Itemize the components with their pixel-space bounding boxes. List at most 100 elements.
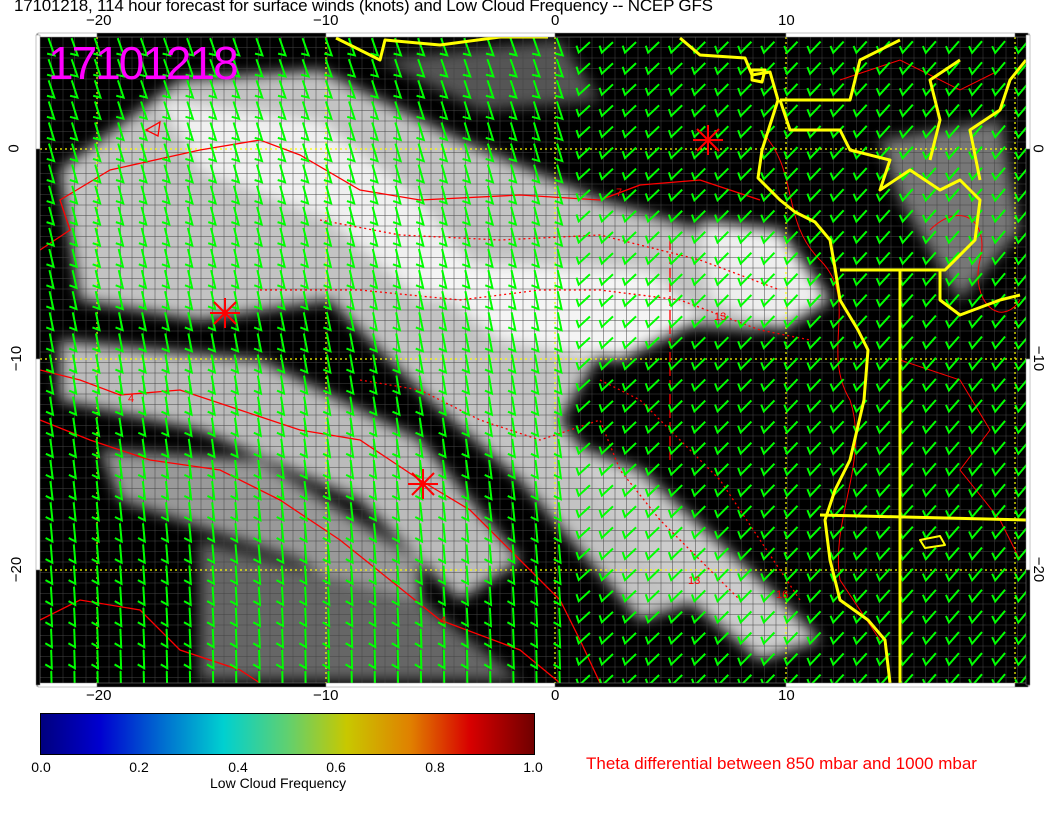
wind-barb <box>829 83 845 97</box>
wind-barb <box>461 375 471 396</box>
wind-barb <box>991 314 1006 329</box>
wind-barb <box>737 568 753 582</box>
wind-barb <box>945 314 960 329</box>
wind-barb <box>46 164 56 184</box>
wind-barb <box>644 336 660 350</box>
wind-barb <box>531 227 541 248</box>
wind-barb <box>667 336 683 350</box>
wind-barb <box>991 525 1006 540</box>
wind-barb <box>114 586 123 607</box>
wind-barb <box>714 188 730 203</box>
wind-barb <box>667 252 683 266</box>
wind-barb <box>737 336 753 350</box>
wind-barb <box>391 628 400 649</box>
wind-barb <box>415 438 424 459</box>
wind-barb <box>760 40 776 55</box>
wind-barb <box>806 315 822 329</box>
wind-barb <box>875 673 891 683</box>
wind-barbs <box>44 37 1026 683</box>
wind-barb <box>945 251 960 266</box>
wind-barb <box>139 37 149 57</box>
wind-barb <box>321 649 331 671</box>
wind-barb <box>392 185 402 205</box>
asterisk-marker <box>408 469 438 499</box>
wind-barb <box>531 290 540 311</box>
wind-barb <box>46 37 57 57</box>
contour-labels: 7 13 4 4 13 16 <box>128 187 788 627</box>
wind-barb <box>991 378 1006 393</box>
wind-barb <box>991 61 1006 76</box>
wind-barb <box>393 101 403 121</box>
wind-barb <box>115 269 125 290</box>
wind-barb <box>92 79 103 100</box>
wind-barb <box>161 248 171 269</box>
wind-barb <box>667 294 683 308</box>
wind-barb <box>806 167 822 182</box>
wind-barb <box>508 227 518 248</box>
wind-barb <box>575 421 591 435</box>
wind-barb <box>90 649 100 671</box>
wind-barb <box>485 227 495 248</box>
wind-barb <box>644 568 660 582</box>
wind-barb <box>852 631 868 646</box>
wind-barb <box>92 312 101 332</box>
wind-barb <box>137 438 147 459</box>
wind-barb <box>231 58 241 78</box>
wind-barb <box>621 41 637 55</box>
wind-barb <box>298 628 308 649</box>
wind-barb <box>898 146 914 161</box>
wind-barb <box>346 185 356 205</box>
wind-barb <box>483 565 493 586</box>
wind-barb <box>483 649 492 671</box>
wind-barb <box>300 185 310 205</box>
wind-barb <box>553 502 562 523</box>
wind-barb <box>254 79 264 100</box>
wind-barb <box>462 185 472 205</box>
wind-barb <box>161 396 170 417</box>
wind-barb <box>277 185 287 205</box>
wind-barb <box>829 230 845 245</box>
wind-barb <box>460 544 470 565</box>
wind-barb <box>230 269 240 290</box>
wind-barb <box>345 628 354 649</box>
wind-barb <box>875 610 891 625</box>
wind-barb <box>67 671 76 683</box>
wind-barb <box>737 41 753 55</box>
wind-barb <box>208 185 218 205</box>
wind-barb <box>598 125 614 139</box>
wind-barb <box>737 273 753 287</box>
wind-barb <box>322 523 331 544</box>
wind-barb <box>991 230 1006 245</box>
wind-barb <box>554 122 564 142</box>
wind-barb <box>714 378 730 393</box>
wind-barb <box>806 610 822 625</box>
wind-barb <box>138 227 148 248</box>
wind-barb <box>438 438 447 459</box>
wind-barb <box>921 378 937 393</box>
wind-barb <box>183 459 193 480</box>
wind-barb <box>276 312 286 332</box>
wind-barb <box>300 248 310 269</box>
wind-barb <box>138 185 148 205</box>
wind-barb <box>114 628 123 649</box>
wind-barb <box>921 357 937 372</box>
wind-barb <box>507 438 517 459</box>
wind-barb <box>1014 525 1026 540</box>
wind-barb <box>115 227 125 248</box>
wind-barb <box>691 568 706 582</box>
wind-barb <box>300 206 310 227</box>
wind-barb <box>806 589 822 604</box>
wind-barb <box>138 122 149 142</box>
wind-barb <box>737 146 753 160</box>
wind-barb <box>253 269 263 290</box>
wind-barb <box>206 523 216 544</box>
wind-barb <box>415 269 425 290</box>
wind-barb <box>737 357 753 371</box>
wind-barb <box>783 230 799 245</box>
wind-barb <box>231 206 241 227</box>
wind-barb <box>276 290 286 311</box>
wind-barb <box>160 523 170 544</box>
wind-barb <box>206 586 215 607</box>
wind-barb <box>507 565 516 586</box>
wind-barb <box>968 357 983 372</box>
